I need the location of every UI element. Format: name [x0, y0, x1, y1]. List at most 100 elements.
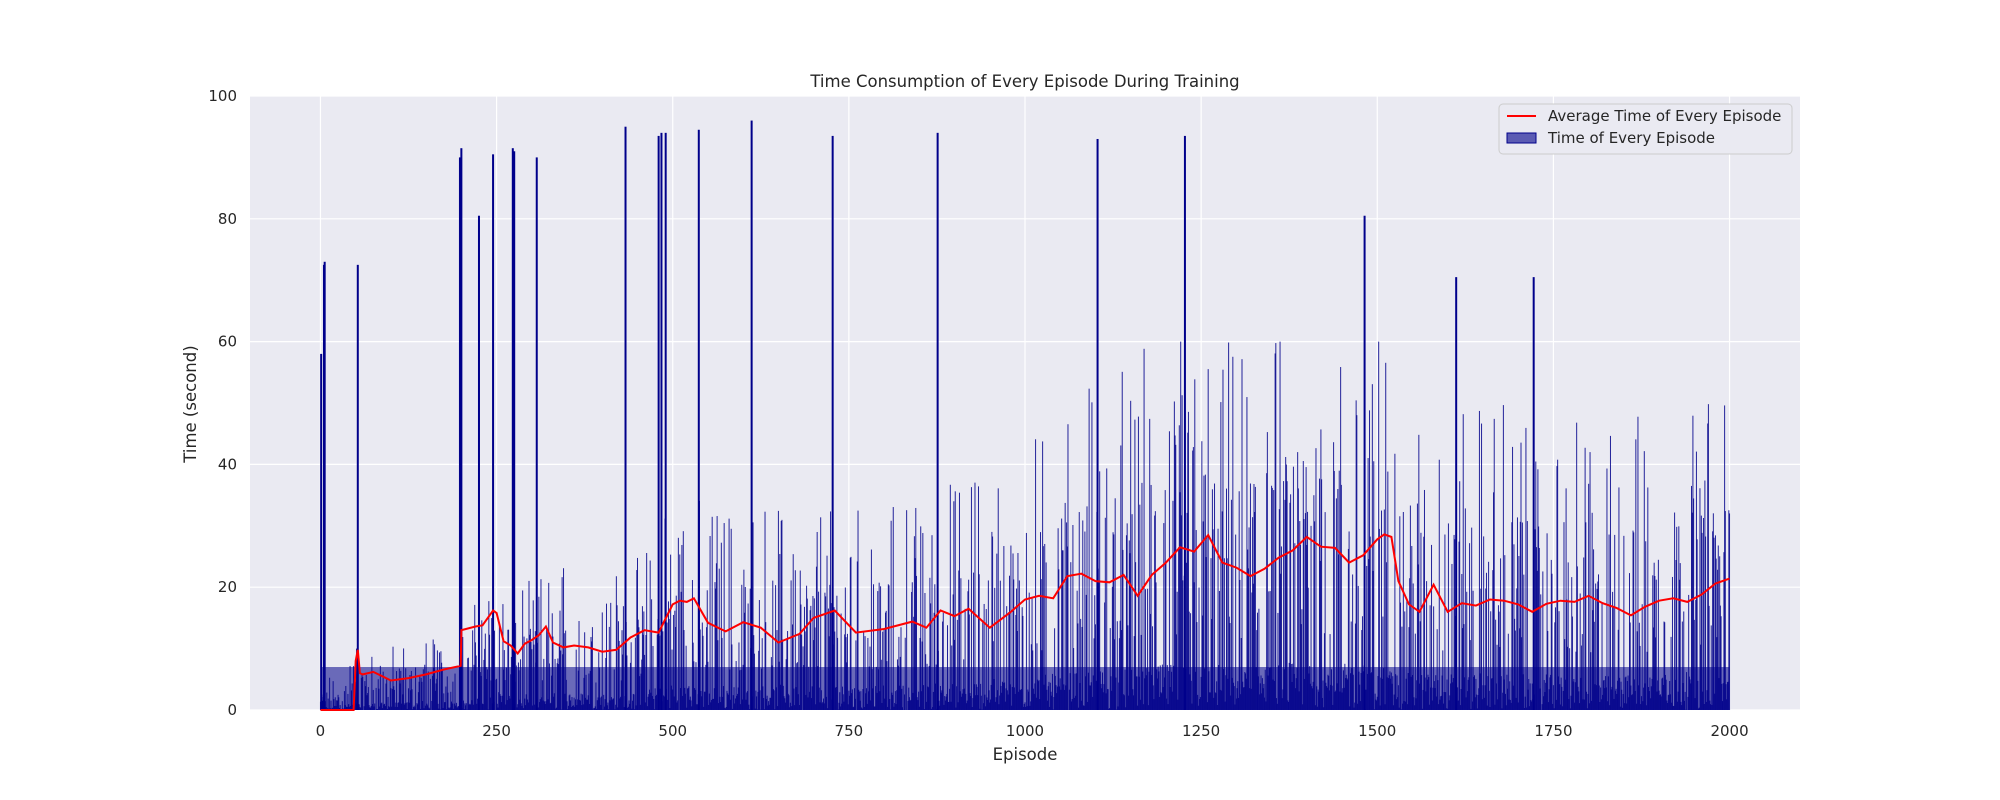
- episode-bar: [924, 592, 926, 710]
- episode-bar: [1546, 533, 1548, 710]
- episode-bar-spike: [458, 157, 461, 710]
- episode-bar: [792, 554, 794, 710]
- episode-bar: [1122, 549, 1124, 710]
- episode-bar: [1513, 544, 1515, 710]
- episode-bar: [666, 622, 668, 710]
- episode-bar: [1165, 562, 1167, 710]
- episode-bar: [1514, 618, 1516, 710]
- episode-bar: [1591, 512, 1593, 710]
- episode-bar: [1538, 547, 1540, 710]
- episode-bar-spike: [477, 215, 480, 711]
- episode-bar: [532, 600, 534, 710]
- episode-bar: [873, 584, 875, 710]
- episode-bar: [953, 501, 955, 710]
- episode-bar: [779, 554, 781, 710]
- episode-bar: [1678, 526, 1680, 710]
- episode-bar: [1402, 511, 1404, 710]
- episode-bar: [844, 587, 846, 710]
- episode-bar: [1271, 485, 1273, 710]
- episode-bar: [958, 570, 960, 710]
- episode-bar: [1406, 599, 1408, 710]
- episode-bar: [1220, 402, 1222, 710]
- episode-bar: [617, 621, 619, 710]
- episode-bar-spike: [831, 135, 834, 710]
- episode-bar: [538, 596, 540, 710]
- episode-bar: [1485, 588, 1487, 710]
- episode-bar: [1653, 562, 1655, 710]
- episode-bar: [978, 574, 980, 710]
- episode-bar: [1147, 588, 1149, 710]
- episode-bar: [1412, 583, 1414, 710]
- episode-bar: [1536, 547, 1537, 710]
- episode-bar: [1062, 550, 1064, 710]
- episode-bar: [952, 594, 954, 710]
- episode-bar: [1729, 513, 1731, 710]
- episode-bar: [1340, 484, 1342, 710]
- episode-bar: [1247, 568, 1249, 710]
- legend-box: [1498, 103, 1793, 155]
- episode-bar: [528, 580, 530, 710]
- episode-bar: [1121, 371, 1123, 710]
- episode-bar: [1178, 425, 1180, 710]
- episode-bar: [968, 614, 970, 710]
- episode-bar: [1306, 544, 1308, 710]
- y-tick-label: 40: [218, 455, 237, 473]
- episode-bar: [888, 585, 890, 710]
- episode-bar: [1207, 369, 1209, 710]
- episode-bar: [1179, 492, 1181, 710]
- episode-bar: [1652, 575, 1654, 710]
- episode-bar: [672, 614, 674, 710]
- episode-bar: [1633, 532, 1635, 710]
- episode-bar-spike: [323, 261, 326, 710]
- episode-bar: [913, 616, 915, 710]
- episode-bar: [1483, 536, 1485, 710]
- episode-bar: [1481, 423, 1483, 710]
- episode-bar: [643, 611, 645, 710]
- episode-bar: [1488, 561, 1490, 710]
- episode-bar: [1511, 522, 1513, 710]
- episode-bar: [810, 605, 812, 710]
- episode-bar: [1597, 581, 1599, 710]
- episode-bar: [1692, 415, 1694, 710]
- episode-bar: [1555, 607, 1557, 710]
- episode-bar: [1683, 611, 1685, 710]
- episode-bar: [752, 522, 754, 710]
- episode-bar: [1226, 558, 1228, 710]
- episode-bar: [1438, 459, 1440, 710]
- episode-bar: [1129, 553, 1131, 710]
- episode-bar: [1409, 578, 1411, 710]
- episode-bar: [991, 531, 993, 710]
- episode-bar: [1558, 611, 1560, 710]
- episode-bar-spike: [1183, 135, 1186, 710]
- episode-bar: [931, 535, 933, 710]
- episode-bar: [1066, 522, 1068, 710]
- episode-bar: [1172, 500, 1174, 710]
- episode-bar-spike: [513, 151, 516, 710]
- episode-bar: [1324, 512, 1326, 710]
- episode-bar: [715, 563, 717, 710]
- episode-bar: [1235, 534, 1237, 710]
- episode-bar: [682, 531, 684, 710]
- episode-bar: [954, 491, 956, 710]
- episode-bar: [892, 507, 894, 710]
- episode-bar: [1461, 574, 1463, 710]
- episode-bar: [1173, 401, 1175, 710]
- episode-bar: [1015, 615, 1017, 710]
- episode-bar: [1655, 579, 1657, 710]
- episode-bar: [1141, 482, 1143, 710]
- episode-bar: [561, 577, 563, 710]
- episode-bar: [1226, 488, 1227, 710]
- episode-bar: [637, 619, 639, 710]
- episode-bar: [563, 568, 565, 710]
- episode-bar: [701, 622, 703, 710]
- episode-bar: [1186, 512, 1188, 710]
- episode-bar: [815, 566, 817, 710]
- episode-bar: [1612, 605, 1614, 710]
- episode-bar: [1064, 502, 1066, 710]
- episode-bar: [649, 560, 651, 710]
- episode-bar: [914, 558, 916, 710]
- episode-bar: [1429, 605, 1431, 710]
- y-tick-label: 20: [218, 578, 237, 596]
- episode-bar: [960, 578, 962, 710]
